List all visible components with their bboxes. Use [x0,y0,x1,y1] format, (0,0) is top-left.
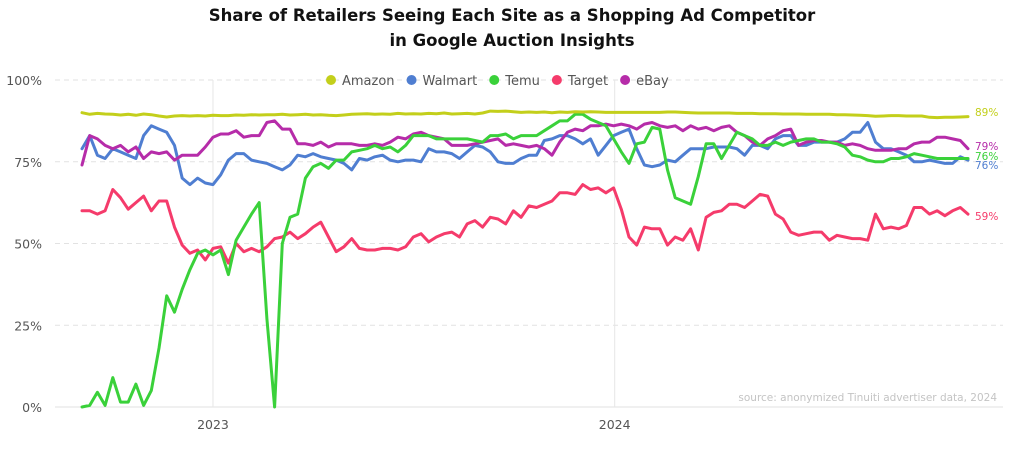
legend-marker-ebay [620,75,631,85]
legend-marker-amazon [326,75,336,85]
legend-marker-temu [489,75,500,85]
legend-label-temu: Temu [504,74,540,89]
chart-title-line-1: Share of Retailers Seeing Each Site as a… [209,6,816,25]
y-tick-label: 75% [14,155,42,170]
series-layer [80,109,970,409]
chart-title-line-2: in Google Auction Insights [389,31,634,50]
legend: Amazon Walmart Temu Target eBay [326,74,669,89]
end-label-temu: 76% [975,151,998,163]
legend-marker-target [551,75,562,85]
legend-label-ebay: eBay [636,74,669,89]
legend-label-amazon: Amazon [342,74,395,89]
series-line-walmart [80,121,970,187]
legend-label-target: Target [567,74,608,89]
axes: 0% 25% 50% 75% 100% 2023 2024 [6,73,630,432]
series-line-temu [80,112,970,409]
end-labels: 89% 76%76% 59% 79% [975,107,998,223]
y-tick-label: 0% [22,400,42,415]
series-line-amazon [80,109,970,120]
end-label-amazon: 89% [975,107,998,119]
end-label-target: 59% [975,211,998,223]
x-tick-label: 2023 [197,417,229,432]
y-tick-label: 50% [14,237,42,252]
y-tick-label: 25% [14,318,42,333]
source-note: source: anonymized Tinuiti advertiser da… [738,392,997,404]
series-line-target [80,183,970,265]
legend-label-walmart: Walmart [423,74,478,89]
legend-marker-walmart [406,75,417,85]
y-tick-label: 100% [6,73,42,88]
end-label-ebay: 79% [975,141,998,153]
x-tick-label: 2024 [599,417,631,432]
end-label-walmart: 76% [975,160,998,172]
